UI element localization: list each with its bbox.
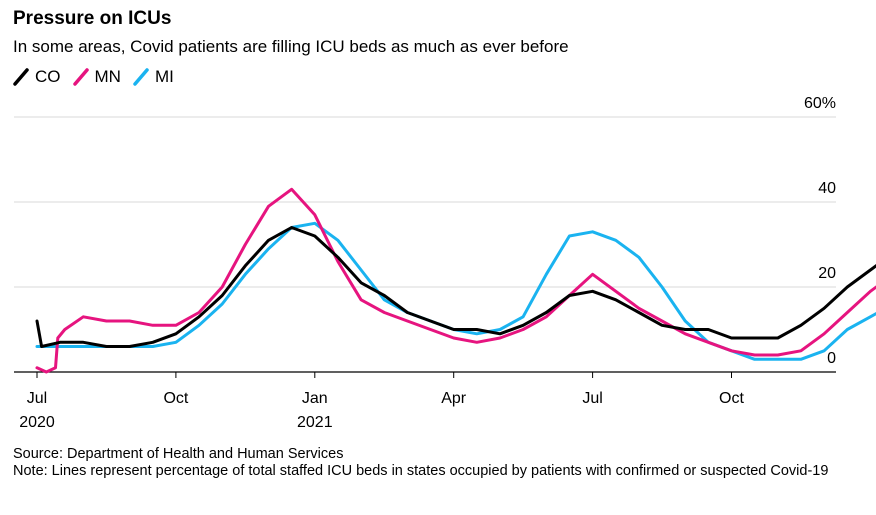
- methodology-note: Note: Lines represent percentage of tota…: [13, 463, 829, 479]
- series-line-mn: [35, 187, 876, 374]
- x-tick-label-2: Jan: [302, 390, 328, 407]
- x-tick-label-3: Apr: [441, 390, 467, 407]
- source-note: Source: Department of Health and Human S…: [13, 446, 344, 462]
- legend-item-co: CO: [13, 67, 61, 87]
- legend-swatch-co-line: [13, 68, 29, 86]
- legend-swatch-mn-line: [72, 68, 89, 86]
- y-tick-label-60: 60%: [804, 95, 836, 112]
- legend-label-mn: MN: [94, 67, 121, 86]
- chart-footer: Source: Department of Health and Human S…: [13, 446, 863, 480]
- y-tick-label-20: 20: [818, 265, 836, 282]
- y-tick-label-0: 0: [827, 350, 836, 367]
- axis-layer: 0 20 40 60% Jul 2020 Oct Jan 2021 Apr Jul Oct: [19, 95, 836, 431]
- legend-swatch-mi-line: [133, 68, 149, 86]
- legend-swatch-mi: [133, 68, 149, 86]
- chart-title: Pressure on ICUs: [13, 8, 172, 29]
- grid-layer: [14, 116, 836, 373]
- legend-label-co: CO: [35, 67, 61, 86]
- chart-subtitle: In some areas, Covid patients are fillin…: [13, 37, 569, 56]
- legend-swatch-mn: [72, 68, 89, 86]
- legend-label-mi: MI: [154, 67, 174, 86]
- x-tick-label-1: Oct: [163, 390, 188, 407]
- x-tick-sublabel-0: 2020: [19, 414, 55, 431]
- legend-item-mi: MI: [133, 67, 174, 87]
- legend: CO MN MI: [13, 67, 186, 87]
- x-tick-label-4: Jul: [582, 390, 602, 407]
- x-tick-label-5: Oct: [719, 390, 744, 407]
- series-line-mi: [35, 221, 876, 361]
- series-line-co: [35, 226, 876, 348]
- line-chart: 0 20 40 60% Jul 2020 Oct Jan 2021 Apr Jul Oct: [14, 95, 876, 431]
- legend-swatch-co: [13, 68, 29, 86]
- y-tick-label-40: 40: [818, 180, 836, 197]
- x-tick-label-0: Jul: [27, 390, 47, 407]
- series-layer: [35, 187, 876, 374]
- legend-item-mn: MN: [72, 67, 121, 87]
- x-tick-sublabel-2: 2021: [297, 414, 333, 431]
